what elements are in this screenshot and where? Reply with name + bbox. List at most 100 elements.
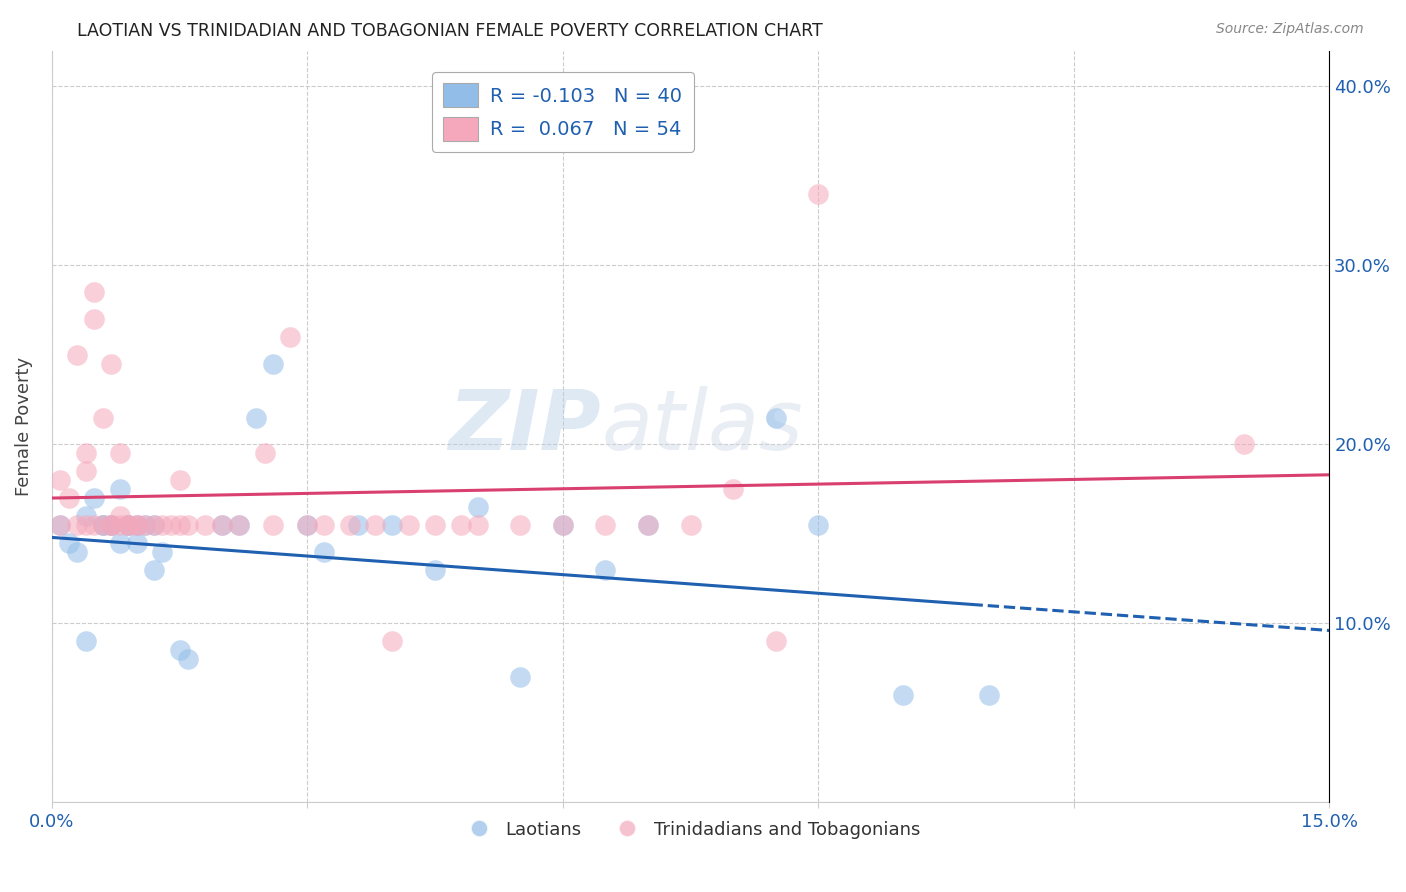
Point [262, 517, 284, 532]
Point [177, 652, 200, 666]
Point [100, 517, 122, 532]
Point [142, 517, 165, 532]
Point [211, 517, 233, 532]
Point [142, 517, 165, 532]
Point [66, 348, 89, 362]
Point [679, 517, 702, 532]
Point [381, 517, 404, 532]
Point [83, 517, 105, 532]
Point [807, 186, 830, 201]
Point [125, 536, 148, 550]
Point [58, 491, 80, 505]
Point [245, 410, 267, 425]
Y-axis label: Female Poverty: Female Poverty [15, 357, 32, 496]
Point [467, 517, 489, 532]
Point [49, 473, 72, 487]
Text: atlas: atlas [602, 386, 803, 467]
Point [398, 517, 420, 532]
Point [125, 517, 148, 532]
Point [75, 464, 97, 478]
Point [108, 517, 131, 532]
Point [509, 670, 531, 684]
Point [160, 517, 183, 532]
Point [134, 517, 156, 532]
Point [381, 634, 404, 648]
Point [278, 330, 301, 344]
Point [339, 517, 361, 532]
Point [108, 536, 131, 550]
Point [228, 517, 250, 532]
Point [194, 517, 217, 532]
Point [125, 517, 148, 532]
Point [467, 500, 489, 514]
Point [314, 517, 336, 532]
Point [91, 517, 114, 532]
Legend: Laotians, Trinidadians and Tobagonians: Laotians, Trinidadians and Tobagonians [453, 814, 928, 846]
Point [551, 517, 574, 532]
Point [117, 517, 139, 532]
Point [169, 517, 191, 532]
Point [75, 517, 97, 532]
Point [152, 545, 174, 559]
Text: ZIP: ZIP [449, 386, 602, 467]
Point [100, 357, 122, 371]
Point [117, 517, 139, 532]
Point [91, 517, 114, 532]
Point [58, 536, 80, 550]
Point [83, 312, 105, 326]
Point [100, 517, 122, 532]
Point [91, 410, 114, 425]
Point [314, 545, 336, 559]
Point [765, 634, 787, 648]
Point [595, 517, 617, 532]
Point [108, 508, 131, 523]
Point [91, 517, 114, 532]
Text: Source: ZipAtlas.com: Source: ZipAtlas.com [1216, 22, 1364, 37]
Point [66, 517, 89, 532]
Point [297, 517, 319, 532]
Point [83, 491, 105, 505]
Point [807, 517, 830, 532]
Point [152, 517, 174, 532]
Point [509, 517, 531, 532]
Point [169, 643, 191, 657]
Point [765, 410, 787, 425]
Point [117, 517, 139, 532]
Point [364, 517, 387, 532]
Point [66, 545, 89, 559]
Point [108, 482, 131, 496]
Point [228, 517, 250, 532]
Point [297, 517, 319, 532]
Point [595, 563, 617, 577]
Point [100, 517, 122, 532]
Point [262, 357, 284, 371]
Point [108, 446, 131, 460]
Point [637, 517, 659, 532]
Point [49, 517, 72, 532]
Point [423, 563, 446, 577]
Point [893, 688, 915, 702]
Point [1233, 437, 1256, 451]
Point [125, 517, 148, 532]
Point [169, 473, 191, 487]
Point [134, 517, 156, 532]
Point [75, 446, 97, 460]
Point [423, 517, 446, 532]
Point [347, 517, 370, 532]
Point [177, 517, 200, 532]
Point [83, 285, 105, 300]
Text: LAOTIAN VS TRINIDADIAN AND TOBAGONIAN FEMALE POVERTY CORRELATION CHART: LAOTIAN VS TRINIDADIAN AND TOBAGONIAN FE… [77, 22, 823, 40]
Point [142, 563, 165, 577]
Point [117, 517, 139, 532]
Point [49, 517, 72, 532]
Point [551, 517, 574, 532]
Point [721, 482, 744, 496]
Point [100, 517, 122, 532]
Point [450, 517, 472, 532]
Point [211, 517, 233, 532]
Point [977, 688, 1000, 702]
Point [253, 446, 276, 460]
Point [637, 517, 659, 532]
Point [75, 508, 97, 523]
Point [75, 634, 97, 648]
